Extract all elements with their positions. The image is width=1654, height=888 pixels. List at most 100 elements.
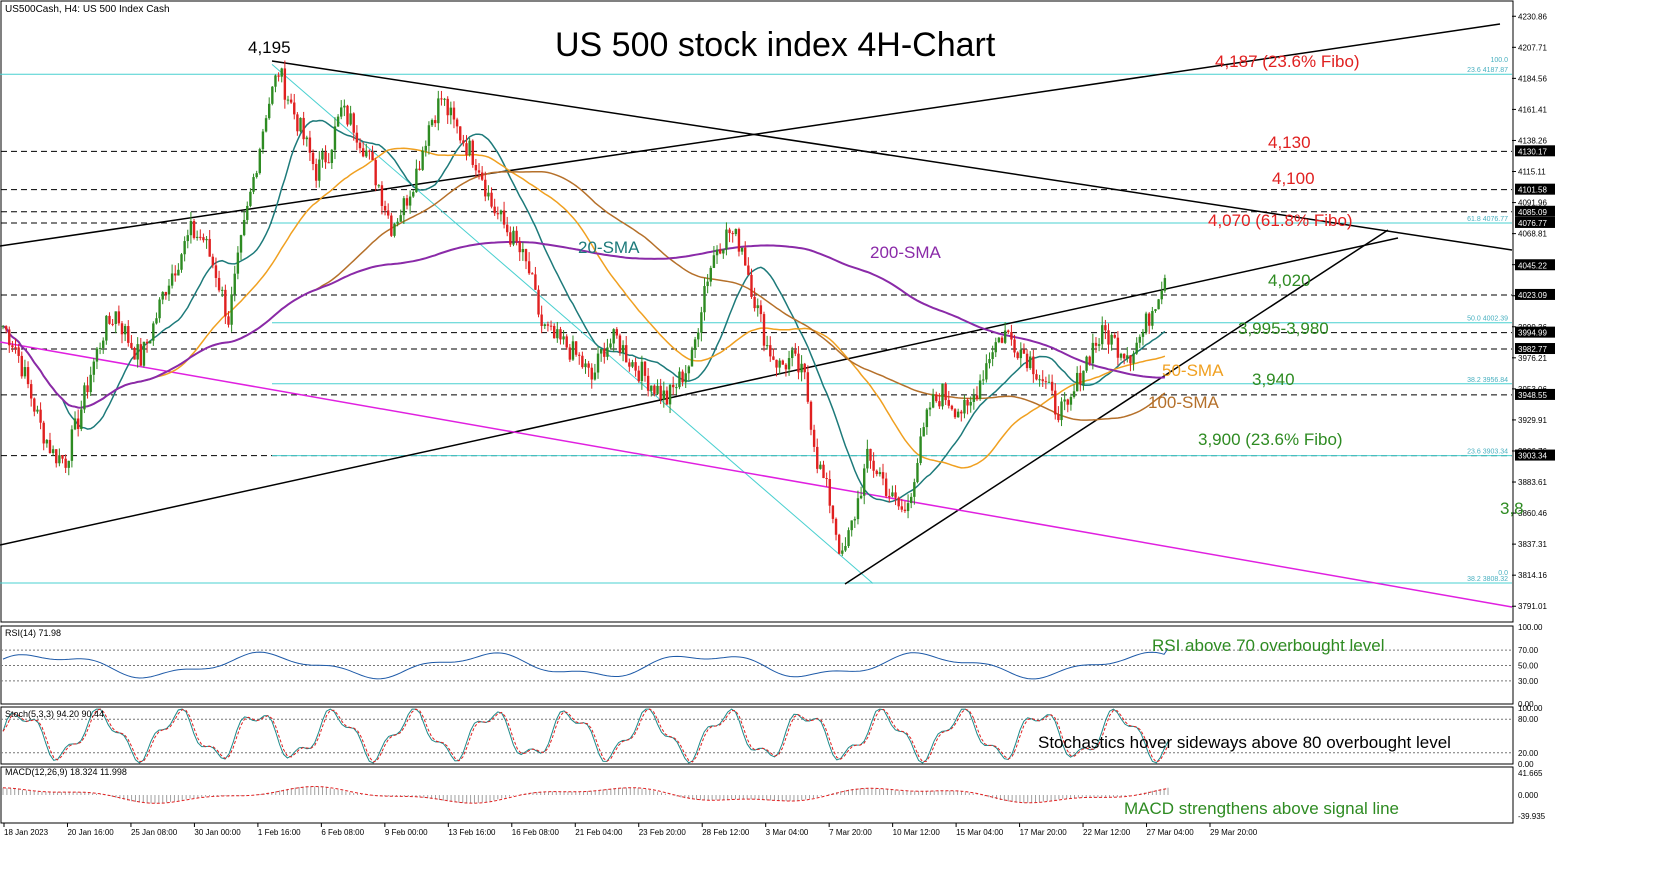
candle-body — [1019, 349, 1023, 359]
indicator-scale-label: 41.665 — [1518, 769, 1543, 778]
candle-body — [731, 233, 734, 235]
candle-body — [800, 363, 803, 373]
candle-body — [709, 267, 712, 282]
macd-note: MACD strengthens above signal line — [1124, 799, 1399, 818]
candle-body — [706, 281, 709, 287]
candle-body — [650, 385, 653, 391]
price-tick-label: 4138.26 — [1518, 136, 1547, 145]
candle-body — [884, 478, 888, 496]
candle-body — [39, 409, 42, 423]
candle-body — [769, 345, 772, 357]
sma-50-line — [2, 147, 1166, 469]
price-marker-box — [1515, 205, 1555, 217]
candle-body — [1029, 356, 1032, 369]
candle-body — [136, 344, 139, 360]
candle-body — [1091, 342, 1095, 364]
macd-header: MACD(12,26,9) 18.324 11.998 — [5, 767, 127, 777]
rsi-note: RSI above 70 overbought level — [1152, 636, 1385, 655]
candle-body — [480, 172, 484, 180]
candle-body — [192, 221, 196, 238]
candle-body — [863, 468, 866, 496]
candle-body — [728, 229, 731, 234]
candle-body — [712, 255, 716, 268]
candle-body — [759, 305, 763, 315]
candle-body — [1141, 331, 1145, 337]
candle-body — [211, 256, 215, 266]
indicator-scale-label: 50.00 — [1518, 662, 1539, 671]
candle-body — [408, 196, 412, 206]
time-tick-label: 1 Feb 16:00 — [258, 828, 301, 837]
candle-body — [534, 274, 537, 290]
candle-body — [383, 205, 387, 211]
price-axis: 4230.86 4207.71 4184.56 4161.41 4138.26 4115.… — [1512, 12, 1555, 611]
candle-body — [556, 329, 559, 339]
candle-body — [377, 185, 381, 187]
candle-body — [972, 395, 976, 402]
candle-body — [170, 273, 174, 286]
candle-body — [643, 361, 647, 376]
candle-body — [349, 113, 352, 125]
candle-body — [23, 367, 27, 377]
candle-body — [574, 341, 578, 355]
candle-body — [715, 249, 719, 256]
candle-body — [1119, 353, 1123, 358]
time-tick-label: 29 Mar 20:00 — [1210, 828, 1258, 837]
candle-body — [70, 429, 74, 461]
candle-body — [145, 341, 149, 344]
candle-body — [853, 519, 857, 521]
fibo-level-label: 38.2 3808.32 — [1467, 576, 1508, 583]
candles — [1, 60, 1167, 557]
fibo-level-label: 38.2 3956.84 — [1467, 377, 1508, 384]
candle-body — [512, 230, 515, 245]
candle-body — [142, 341, 146, 366]
rsi-line — [2, 648, 1169, 680]
candle-body — [390, 215, 393, 236]
candle-body — [95, 348, 99, 362]
candle-body — [1079, 372, 1082, 385]
candle-body — [916, 462, 919, 483]
candle-body — [421, 150, 424, 170]
candle-body — [4, 326, 8, 330]
candle-body — [656, 385, 659, 394]
candle-body — [681, 371, 684, 383]
candle-body — [255, 173, 258, 178]
candle-body — [230, 294, 233, 325]
candle-body — [430, 120, 434, 126]
candle-body — [524, 249, 528, 262]
candle-body — [286, 99, 290, 101]
candle-body — [515, 230, 518, 242]
candle-body — [693, 339, 697, 350]
candle-body — [1063, 399, 1066, 402]
candle-body — [819, 464, 822, 469]
candle-body — [139, 344, 142, 366]
candle-body — [509, 232, 512, 245]
candle-body — [252, 177, 255, 192]
annotation-38xx: 3,8 — [1500, 499, 1524, 518]
candle-body — [267, 103, 271, 119]
candle-body — [402, 198, 406, 216]
candle-body — [969, 401, 972, 406]
indicator-panels: 100.0070.0050.0030.000.00100.0080.0020.0… — [1, 623, 1546, 821]
candle-body — [158, 299, 161, 319]
candle-body — [546, 324, 550, 326]
candle-body — [1160, 290, 1163, 300]
candle-body — [606, 347, 609, 357]
candle-body — [521, 249, 525, 253]
stoch-note: Stochastics hover sideways above 80 over… — [1038, 733, 1451, 752]
indicator-scale-label: 70.00 — [1518, 646, 1539, 655]
candle-body — [549, 325, 553, 327]
candle-body — [183, 241, 186, 255]
candle-body — [747, 265, 750, 275]
price-tick-label: 3883.61 — [1518, 478, 1547, 487]
annotation-3940: 3,940 — [1252, 370, 1295, 389]
candle-body — [559, 329, 562, 340]
sma-200-line — [2, 240, 1165, 409]
price-tick-label: 3791.01 — [1518, 602, 1547, 611]
candle-body — [427, 125, 431, 146]
candle-body — [258, 149, 262, 174]
candle-body — [837, 534, 841, 554]
candle-body — [36, 409, 39, 412]
candle-body — [114, 311, 117, 324]
candle-body — [841, 550, 844, 554]
indicator-scale-label: 30.00 — [1518, 677, 1539, 686]
